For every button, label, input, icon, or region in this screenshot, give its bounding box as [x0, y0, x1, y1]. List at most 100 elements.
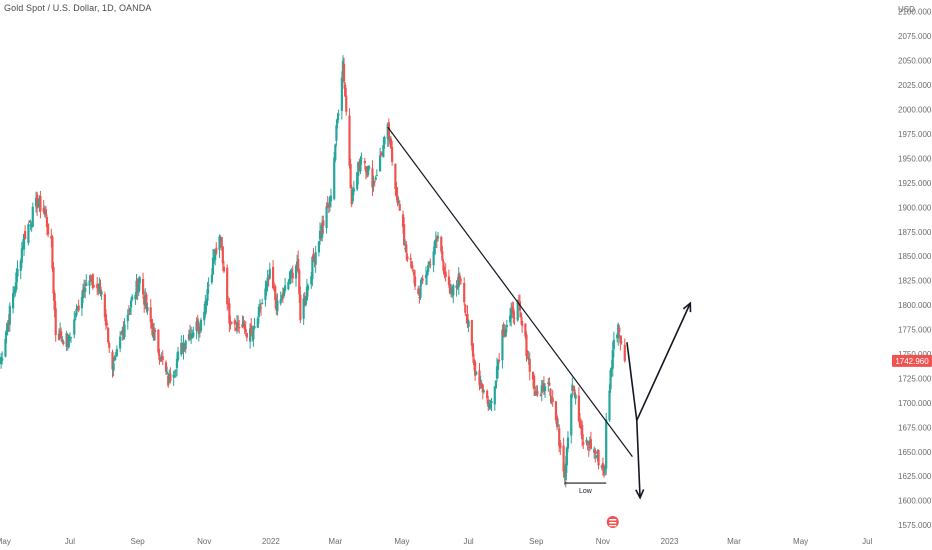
candle-body	[410, 261, 413, 269]
candle-body	[39, 196, 42, 212]
candle-body	[436, 236, 440, 239]
bearish-projection[interactable]	[635, 420, 641, 498]
candle-body	[335, 125, 338, 141]
candle-body	[375, 175, 378, 177]
price-tick-label: 2075.000	[898, 32, 932, 41]
candle-body	[67, 335, 70, 348]
candle-body	[412, 271, 416, 276]
candle-body	[15, 272, 18, 290]
candle-body	[218, 236, 221, 250]
candle-body	[425, 271, 429, 277]
bullish-arrow-head	[682, 301, 692, 313]
candle-body	[279, 299, 282, 304]
candle-body	[22, 233, 26, 250]
drawings-layer: Low	[387, 126, 692, 528]
chart-title: Gold Spot / U.S. Dollar, 1D, OANDA	[4, 3, 152, 13]
candle-body	[92, 285, 96, 287]
candle-body	[16, 268, 19, 277]
candle-body	[336, 118, 339, 124]
candle-body	[310, 276, 313, 285]
time-tick-label: Nov	[197, 537, 211, 546]
candle-body	[253, 326, 256, 329]
candle-body	[256, 318, 259, 328]
candle-body	[44, 209, 47, 216]
candle-body	[291, 273, 294, 279]
candle-body	[495, 366, 499, 379]
trendline[interactable]	[387, 126, 633, 458]
candle-body	[69, 337, 73, 339]
candle-body	[298, 270, 301, 295]
candle-body	[405, 244, 408, 253]
candle-body	[391, 147, 394, 162]
candle-body	[334, 144, 337, 160]
candle-body	[574, 394, 577, 399]
candle-body	[137, 283, 140, 293]
candle-body	[612, 339, 615, 349]
candle-body	[372, 182, 375, 184]
candle-body	[258, 304, 262, 306]
candle-body	[252, 326, 255, 340]
candle-body	[543, 386, 547, 392]
candle-body	[271, 266, 275, 289]
candle-body	[620, 341, 623, 343]
candle-body	[519, 313, 523, 318]
candle-body	[525, 334, 528, 357]
projection-path[interactable]	[626, 342, 638, 421]
price-tick-label: 1825.000	[898, 277, 932, 286]
candle-body	[419, 285, 422, 298]
candle-body	[280, 295, 283, 300]
candle-body	[554, 401, 558, 421]
candle-body	[234, 327, 238, 330]
candle-body	[337, 114, 340, 116]
candle-body	[428, 261, 431, 265]
candle-body	[524, 323, 527, 337]
price-tick-label: 2100.000	[898, 8, 932, 17]
candle-body	[290, 270, 293, 274]
candle-body	[540, 385, 543, 394]
candle-body	[511, 306, 514, 309]
candle-body	[157, 329, 160, 353]
candle-body	[395, 187, 398, 195]
candle-body	[314, 252, 317, 265]
candle-body	[4, 338, 7, 357]
candle-body	[594, 450, 597, 455]
candle-body	[304, 296, 307, 305]
candle-body	[146, 307, 149, 312]
candle-body	[228, 303, 231, 324]
candle-body	[351, 188, 354, 202]
candle-body	[149, 307, 152, 323]
candle-body	[427, 265, 430, 272]
candle-body	[184, 340, 187, 350]
candle-body	[287, 281, 290, 290]
candle-body	[42, 207, 45, 213]
candle-body	[493, 386, 496, 405]
candle-body	[244, 329, 247, 333]
price-tick-label: 1625.000	[898, 472, 932, 481]
us-event-flag-icon[interactable]	[606, 516, 619, 528]
candle-body	[88, 280, 91, 286]
candle-body	[150, 318, 153, 328]
candle-body	[12, 293, 15, 309]
candle-body	[45, 217, 49, 228]
candle-body	[192, 332, 195, 337]
candle-body	[105, 323, 109, 326]
projection-path[interactable]	[636, 302, 692, 421]
candle-body	[172, 374, 175, 378]
candle-body	[486, 390, 489, 399]
price-unit-label: USD	[898, 5, 915, 14]
candle-body	[609, 369, 612, 390]
price-axis: 1575.000 1600.000 1625.000 1650.000 1675.000…	[892, 8, 932, 530]
candle-body	[266, 277, 269, 286]
candle-body	[565, 447, 568, 466]
candle-body	[96, 284, 99, 288]
candle-body	[466, 313, 469, 324]
candle-body	[311, 257, 314, 280]
time-tick-label: May	[0, 537, 11, 546]
price-tick-label: 1900.000	[898, 203, 932, 212]
candle-body	[166, 371, 169, 374]
candle-body	[294, 265, 298, 279]
time-tick-label: Mar	[727, 537, 741, 546]
candle-body	[197, 329, 200, 334]
price-tick-label: 1650.000	[898, 448, 932, 457]
